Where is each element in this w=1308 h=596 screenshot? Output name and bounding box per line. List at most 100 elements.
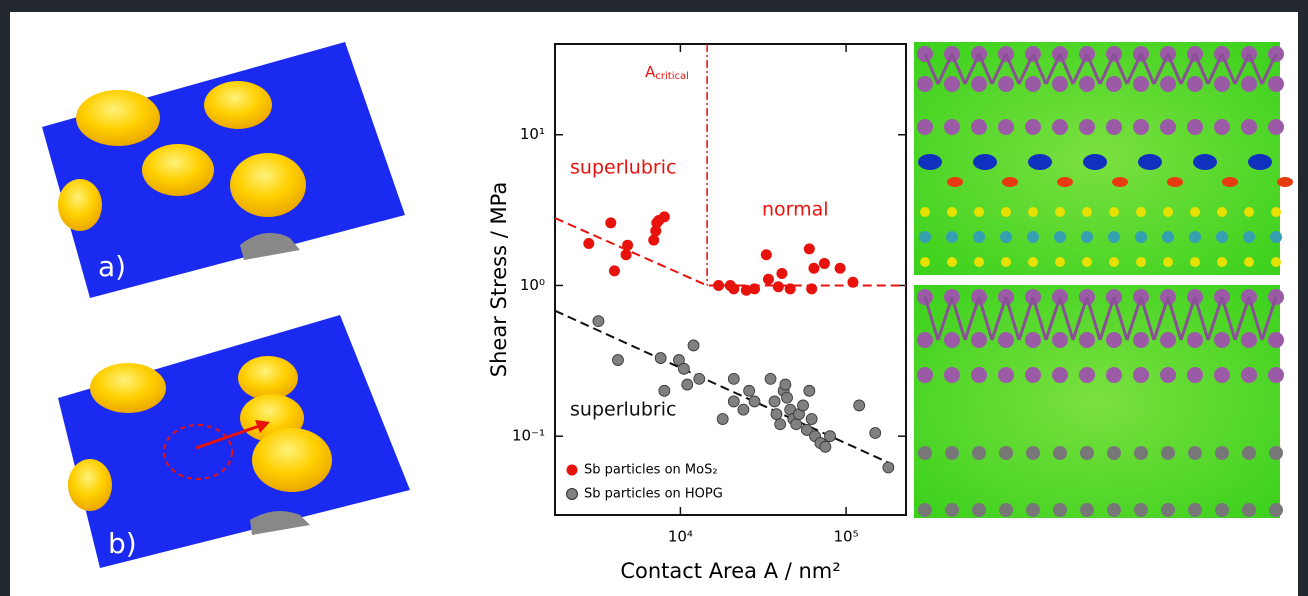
point (769, 396, 780, 407)
atom (920, 257, 930, 267)
point (728, 396, 739, 407)
point (678, 363, 689, 374)
atom (917, 76, 933, 92)
atom (972, 446, 986, 460)
atom (1136, 257, 1146, 267)
atom (1025, 76, 1041, 92)
point (621, 249, 632, 260)
atom (1026, 503, 1040, 517)
atom (1160, 119, 1176, 135)
legend-marker (567, 465, 578, 476)
point (854, 400, 865, 411)
point (883, 462, 894, 473)
atom (1269, 446, 1283, 460)
atom (1079, 367, 1095, 383)
atom (1026, 446, 1040, 460)
point (791, 419, 802, 430)
point (659, 211, 670, 222)
atom (917, 332, 933, 348)
atom (947, 207, 957, 217)
point (648, 235, 659, 246)
atom (1079, 76, 1095, 92)
atom (1133, 119, 1149, 135)
y-axis-label: Shear Stress / MPa (487, 182, 511, 377)
atom (999, 503, 1013, 517)
panel-label: b) (108, 527, 137, 560)
atom (1161, 446, 1175, 460)
atom (1241, 119, 1257, 135)
atom (999, 446, 1013, 460)
atom (1271, 257, 1281, 267)
point (713, 280, 724, 291)
atom (944, 76, 960, 92)
point (782, 392, 793, 403)
atom (1190, 207, 1200, 217)
atom (998, 76, 1014, 92)
point (728, 283, 739, 294)
atom (1000, 231, 1012, 243)
atom (1217, 207, 1227, 217)
atom (1187, 76, 1203, 92)
density (1167, 177, 1183, 187)
atom (998, 332, 1014, 348)
point (688, 340, 699, 351)
legend-label: Sb particles on HOPG (584, 487, 723, 502)
atom (1027, 231, 1039, 243)
atom (1216, 231, 1228, 243)
point (785, 283, 796, 294)
density (1277, 177, 1293, 187)
atom (1242, 446, 1256, 460)
atom (971, 76, 987, 92)
atom (1136, 207, 1146, 217)
atom (1187, 332, 1203, 348)
y-tick-label: 10⁰ (520, 276, 545, 294)
y-tick-label: 10¹ (520, 125, 545, 143)
point (847, 277, 858, 288)
annotation: normal (762, 199, 829, 221)
atom (1080, 503, 1094, 517)
point (609, 265, 620, 276)
density (973, 154, 997, 170)
atom (1190, 257, 1200, 267)
density (1193, 154, 1217, 170)
atom (918, 503, 932, 517)
atom (944, 332, 960, 348)
atom (1109, 207, 1119, 217)
point (804, 243, 815, 254)
atom (1001, 207, 1011, 217)
atom (1133, 76, 1149, 92)
panel-label: a) (98, 250, 126, 283)
atom (1217, 257, 1227, 267)
density (1028, 154, 1052, 170)
atom (1107, 503, 1121, 517)
atom (1134, 503, 1148, 517)
atom (1052, 119, 1068, 135)
atom (1270, 231, 1282, 243)
atom (1106, 367, 1122, 383)
atom (1133, 332, 1149, 348)
atom (974, 257, 984, 267)
atom (1241, 76, 1257, 92)
x-axis-label: Contact Area A / nm² (620, 559, 840, 583)
atom (1109, 257, 1119, 267)
point (804, 385, 815, 396)
atom (1241, 332, 1257, 348)
x-tick-label: 10⁵ (834, 528, 859, 546)
atom (1052, 76, 1068, 92)
density (1138, 154, 1162, 170)
point (806, 283, 817, 294)
atom (1106, 76, 1122, 92)
point (776, 268, 787, 279)
atom (1106, 332, 1122, 348)
atom (1268, 119, 1284, 135)
point (820, 441, 831, 452)
point (780, 379, 791, 390)
atom (920, 207, 930, 217)
point (808, 263, 819, 274)
point (593, 316, 604, 327)
atom (1160, 76, 1176, 92)
atom (1082, 257, 1092, 267)
atom (1268, 332, 1284, 348)
atom (1268, 76, 1284, 92)
atom (947, 257, 957, 267)
